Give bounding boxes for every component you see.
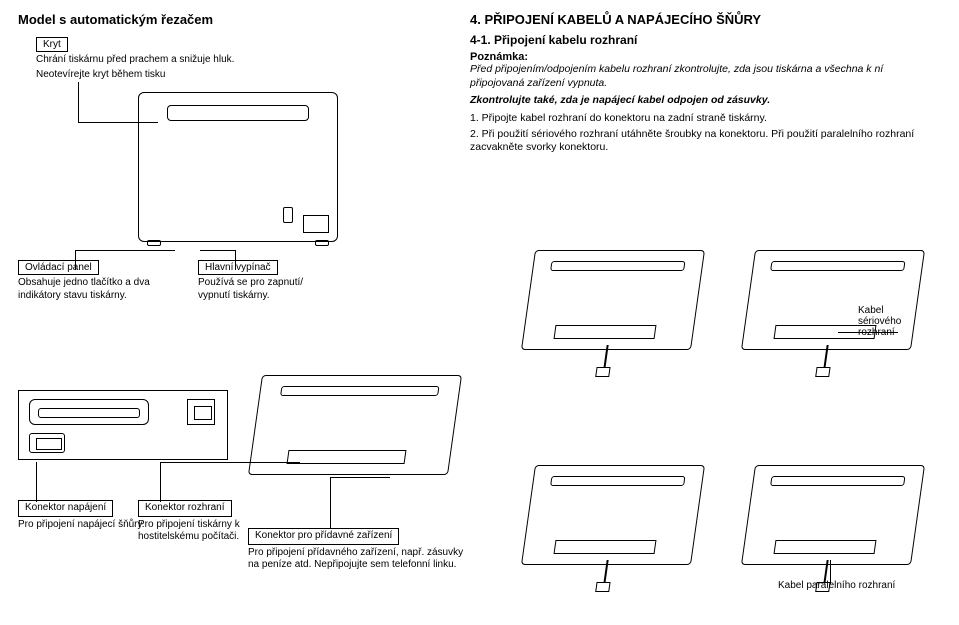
leader-line bbox=[75, 250, 76, 270]
leader-line bbox=[160, 462, 161, 502]
section-title: 4. PŘIPOJENÍ KABELŮ A NAPÁJECÍHO ŠŇŮRY bbox=[470, 12, 930, 27]
leader-line bbox=[200, 250, 236, 251]
leader-line bbox=[75, 250, 175, 251]
rear-illustration-parallel-2 bbox=[748, 465, 918, 565]
leader-line bbox=[36, 462, 37, 502]
serial-port-icon bbox=[29, 399, 149, 425]
printer-body-shape bbox=[138, 92, 338, 242]
leader-line bbox=[330, 477, 331, 529]
kryt-label: Kryt bbox=[36, 37, 68, 52]
aux-connector-callout: Konektor pro přídavné zařízení Pro připo… bbox=[248, 528, 468, 578]
rear-illustration-parallel-1 bbox=[528, 465, 698, 565]
note-label: Poznámka: bbox=[470, 51, 930, 63]
rj-port-icon bbox=[187, 399, 215, 425]
note-body-1: Před připojením/odpojením kabelu rozhran… bbox=[470, 63, 930, 90]
parallel-cable-label: Kabel paralelního rozhraní bbox=[778, 580, 918, 591]
subsection-title: 4-1. Připojení kabelu rozhraní bbox=[470, 33, 930, 47]
main-switch-desc: Používá se pro zapnutí/ vypnutí tiskárny… bbox=[198, 277, 338, 302]
step-2: 2. Při použití sériového rozhraní utáhně… bbox=[470, 128, 930, 155]
control-panel-callout: Ovládací panel Obsahuje jedno tlačítko a… bbox=[18, 260, 158, 308]
main-switch-callout: Hlavní vypínač Používá se pro zapnutí/ v… bbox=[198, 260, 338, 308]
control-panel-desc: Obsahuje jedno tlačítko a dva indikátory… bbox=[18, 277, 158, 302]
main-switch-label: Hlavní vypínač bbox=[198, 260, 278, 275]
leader-line bbox=[830, 560, 831, 584]
serial-cable-label: Kabel sériového rozhraní bbox=[858, 305, 918, 338]
rear-illustration-serial-1 bbox=[528, 250, 698, 350]
left-column: Model s automatickým řezačem Kryt Chrání… bbox=[18, 12, 438, 87]
kryt-desc-2: Neotevírejte kryt během tisku bbox=[36, 69, 438, 82]
kryt-desc-1: Chrání tiskárnu před prachem a snižuje h… bbox=[36, 54, 438, 67]
aux-connector-label: Konektor pro přídavné zařízení bbox=[248, 528, 399, 545]
port-strip-illustration bbox=[18, 390, 228, 460]
model-title: Model s automatickým řezačem bbox=[18, 12, 438, 27]
printer-front-illustration bbox=[138, 92, 338, 242]
leader-line bbox=[838, 332, 898, 333]
leader-line bbox=[160, 462, 300, 463]
leader-line bbox=[330, 477, 390, 478]
control-panel-label: Ovládací panel bbox=[18, 260, 99, 275]
step-1: 1. Připojte kabel rozhraní do konektoru … bbox=[470, 112, 930, 126]
right-column: 4. PŘIPOJENÍ KABELŮ A NAPÁJECÍHO ŠŇŮRY 4… bbox=[470, 12, 930, 157]
leader-line bbox=[78, 122, 158, 123]
power-inlet-icon bbox=[29, 433, 65, 453]
leader-line bbox=[78, 82, 79, 122]
leader-line bbox=[235, 250, 236, 270]
interface-connector-label: Konektor rozhraní bbox=[138, 500, 232, 517]
aux-connector-desc: Pro připojení přídavného zařízení, např.… bbox=[248, 547, 468, 572]
note-body-2: Zkontrolujte také, zda je napájecí kabel… bbox=[470, 94, 930, 108]
power-connector-label: Konektor napájení bbox=[18, 500, 113, 517]
rear-printer-large-illustration bbox=[255, 375, 455, 475]
